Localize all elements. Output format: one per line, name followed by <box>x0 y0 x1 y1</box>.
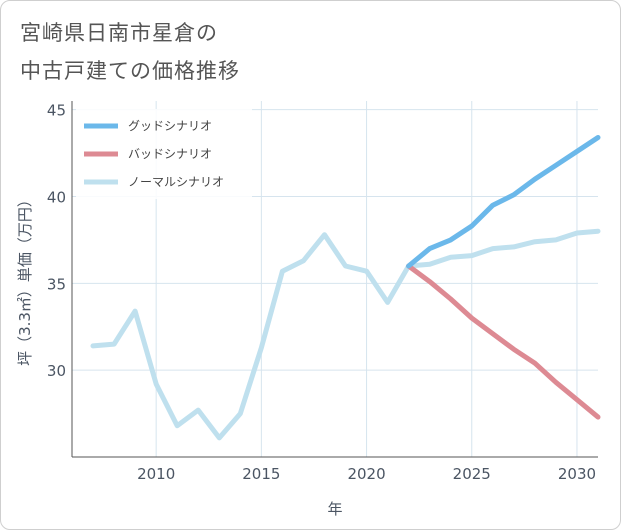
y-tick-label: 45 <box>47 102 66 120</box>
legend-label: グッドシナリオ <box>128 119 212 133</box>
y-tick-label: 35 <box>47 275 66 293</box>
y-tick-label: 40 <box>47 189 66 207</box>
x-axis-label: 年 <box>327 500 342 518</box>
legend-label: バッドシナリオ <box>128 147 212 161</box>
x-tick-label: 2015 <box>242 465 280 483</box>
axes <box>71 101 598 458</box>
tick-labels: 2010 2015 2020 2025 2030 30 35 40 45 <box>47 102 596 483</box>
legend-label: ノーマルシナリオ <box>128 175 224 189</box>
series-line-2 <box>90 228 601 441</box>
y-axis-label: 坪（3.3㎡）単価（万円） <box>16 192 34 366</box>
x-tick-label: 2010 <box>137 465 175 483</box>
x-tick-label: 2025 <box>453 465 491 483</box>
series-lines <box>90 135 601 441</box>
chart-title-line-1: 宮崎県日南市星倉の <box>20 21 218 45</box>
series-line-0 <box>406 135 601 269</box>
chart-title-line-2: 中古戸建ての価格推移 <box>20 59 240 83</box>
x-tick-label: 2020 <box>347 465 385 483</box>
y-tick-label: 30 <box>47 362 66 380</box>
chart-title: 宮崎県日南市星倉の 中古戸建ての価格推移 <box>20 14 580 90</box>
x-tick-label: 2030 <box>558 465 596 483</box>
series-line-1 <box>406 263 601 420</box>
